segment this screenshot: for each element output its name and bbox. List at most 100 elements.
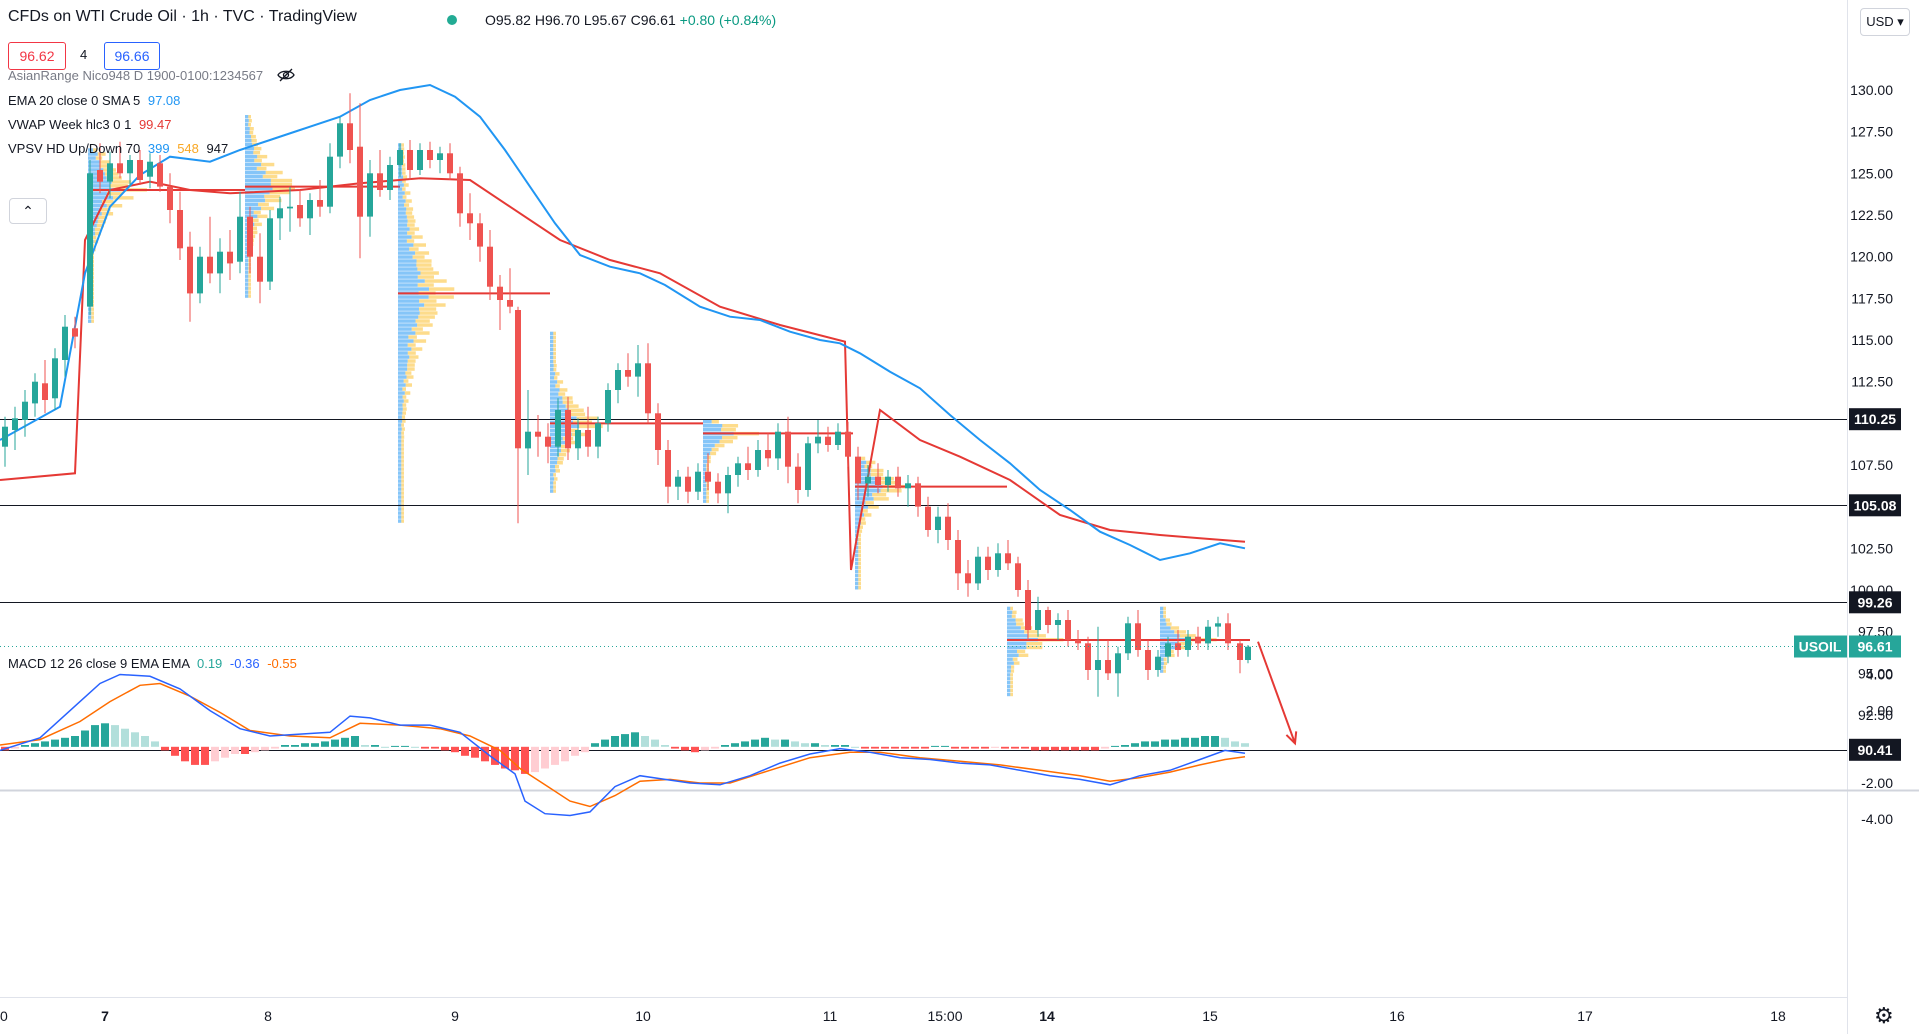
candle-body[interactable] [895, 476, 901, 489]
candle-body[interactable] [347, 123, 353, 150]
candle-body[interactable] [157, 163, 163, 187]
candle-body[interactable] [447, 153, 453, 174]
candle-body[interactable] [755, 450, 761, 470]
candlestick-series[interactable] [2, 93, 1251, 697]
candle-body[interactable] [1225, 623, 1231, 644]
macd-legend[interactable]: MACD 12 26 close 9 EMA EMA 0.19 -0.36 -0… [8, 656, 297, 671]
candle-body[interactable] [1175, 643, 1181, 650]
candle-body[interactable] [605, 390, 611, 424]
candle-body[interactable] [457, 173, 463, 214]
candle-body[interactable] [875, 476, 881, 485]
candle-body[interactable] [437, 153, 443, 160]
candle-body[interactable] [665, 450, 671, 487]
candle-body[interactable] [1115, 653, 1121, 674]
candle-body[interactable] [277, 208, 283, 219]
candle-body[interactable] [885, 476, 891, 485]
candle-body[interactable] [297, 205, 303, 219]
candle-body[interactable] [467, 213, 473, 224]
buy-button[interactable]: 96.66 [104, 42, 160, 70]
candle-body[interactable] [147, 161, 153, 177]
candle-body[interactable] [1237, 643, 1243, 660]
candle-body[interactable] [595, 423, 601, 447]
candle-body[interactable] [635, 363, 641, 377]
candle-body[interactable] [217, 251, 223, 274]
candle-body[interactable] [825, 436, 831, 445]
candle-body[interactable] [62, 326, 68, 360]
candle-body[interactable] [715, 481, 721, 494]
candle-body[interactable] [555, 410, 561, 447]
candle-body[interactable] [545, 436, 551, 447]
candle-body[interactable] [915, 483, 921, 507]
quantity-value[interactable]: 4 [80, 47, 88, 62]
candle-body[interactable] [565, 410, 571, 449]
candle-body[interactable] [705, 471, 711, 482]
candle-body[interactable] [1135, 623, 1141, 650]
candle-body[interactable] [247, 216, 253, 257]
candle-body[interactable] [12, 418, 18, 430]
candle-body[interactable] [965, 573, 971, 584]
candle-body[interactable] [865, 476, 871, 484]
candle-body[interactable] [1105, 660, 1111, 674]
candle-body[interactable] [1085, 643, 1091, 670]
candle-body[interactable] [725, 475, 731, 494]
candle-body[interactable] [1095, 660, 1101, 670]
candle-body[interactable] [197, 256, 203, 294]
ema-legend[interactable]: EMA 20 close 0 SMA 5 97.08 [8, 93, 180, 108]
candle-body[interactable] [257, 256, 263, 282]
candle-body[interactable] [1155, 656, 1161, 670]
candle-body[interactable] [945, 516, 951, 540]
candle-body[interactable] [337, 123, 343, 157]
candle-body[interactable] [1185, 636, 1191, 650]
candle-body[interactable] [52, 358, 58, 399]
collapse-legend-button[interactable]: ⌃ [9, 198, 47, 224]
candle-body[interactable] [137, 160, 143, 180]
candle-body[interactable] [427, 150, 433, 160]
candle-body[interactable] [1005, 553, 1011, 564]
candle-body[interactable] [905, 483, 911, 489]
gear-icon[interactable]: ⚙ [1874, 1003, 1894, 1028]
candle-body[interactable] [87, 173, 93, 307]
candle-body[interactable] [1045, 610, 1051, 625]
candle-body[interactable] [1065, 620, 1071, 640]
symbol-title[interactable]: CFDs on WTI Crude Oil · 1h · TVC · Tradi… [8, 8, 357, 25]
candle-body[interactable] [995, 553, 1001, 570]
candle-body[interactable] [805, 443, 811, 490]
asian-range-legend[interactable]: AsianRange Nico948 D 1900-0100:1234567 [8, 68, 295, 83]
candle-body[interactable] [42, 383, 48, 400]
candle-body[interactable] [1015, 563, 1021, 590]
candle-body[interactable] [615, 370, 621, 390]
eye-hidden-icon[interactable] [277, 68, 295, 82]
candle-body[interactable] [167, 186, 173, 210]
candle-body[interactable] [625, 370, 631, 377]
candle-body[interactable] [187, 246, 193, 294]
candle-body[interactable] [675, 476, 681, 487]
candle-body[interactable] [815, 436, 821, 444]
candle-body[interactable] [2, 426, 8, 447]
candle-body[interactable] [575, 430, 581, 449]
candle-body[interactable] [835, 431, 841, 445]
candle-body[interactable] [735, 463, 741, 475]
candle-body[interactable] [477, 223, 483, 247]
candle-body[interactable] [307, 200, 313, 219]
candle-body[interactable] [97, 170, 103, 182]
candle-body[interactable] [855, 456, 861, 484]
candle-body[interactable] [207, 256, 213, 274]
candle-body[interactable] [387, 165, 393, 190]
candle-body[interactable] [117, 163, 123, 174]
candle-body[interactable] [72, 328, 78, 337]
candle-body[interactable] [1215, 623, 1221, 627]
candle-body[interactable] [955, 540, 961, 574]
candle-body[interactable] [985, 556, 991, 570]
candle-body[interactable] [765, 450, 771, 459]
candle-body[interactable] [287, 206, 293, 209]
candle-body[interactable] [1055, 620, 1061, 625]
candle-body[interactable] [785, 431, 791, 467]
candle-body[interactable] [745, 463, 751, 470]
candle-body[interactable] [507, 300, 513, 307]
currency-select[interactable]: USD ▾ [1860, 8, 1910, 36]
candle-body[interactable] [525, 431, 531, 449]
candle-body[interactable] [1075, 640, 1081, 644]
candle-body[interactable] [1205, 626, 1211, 644]
sell-button[interactable]: 96.62 [8, 42, 66, 70]
